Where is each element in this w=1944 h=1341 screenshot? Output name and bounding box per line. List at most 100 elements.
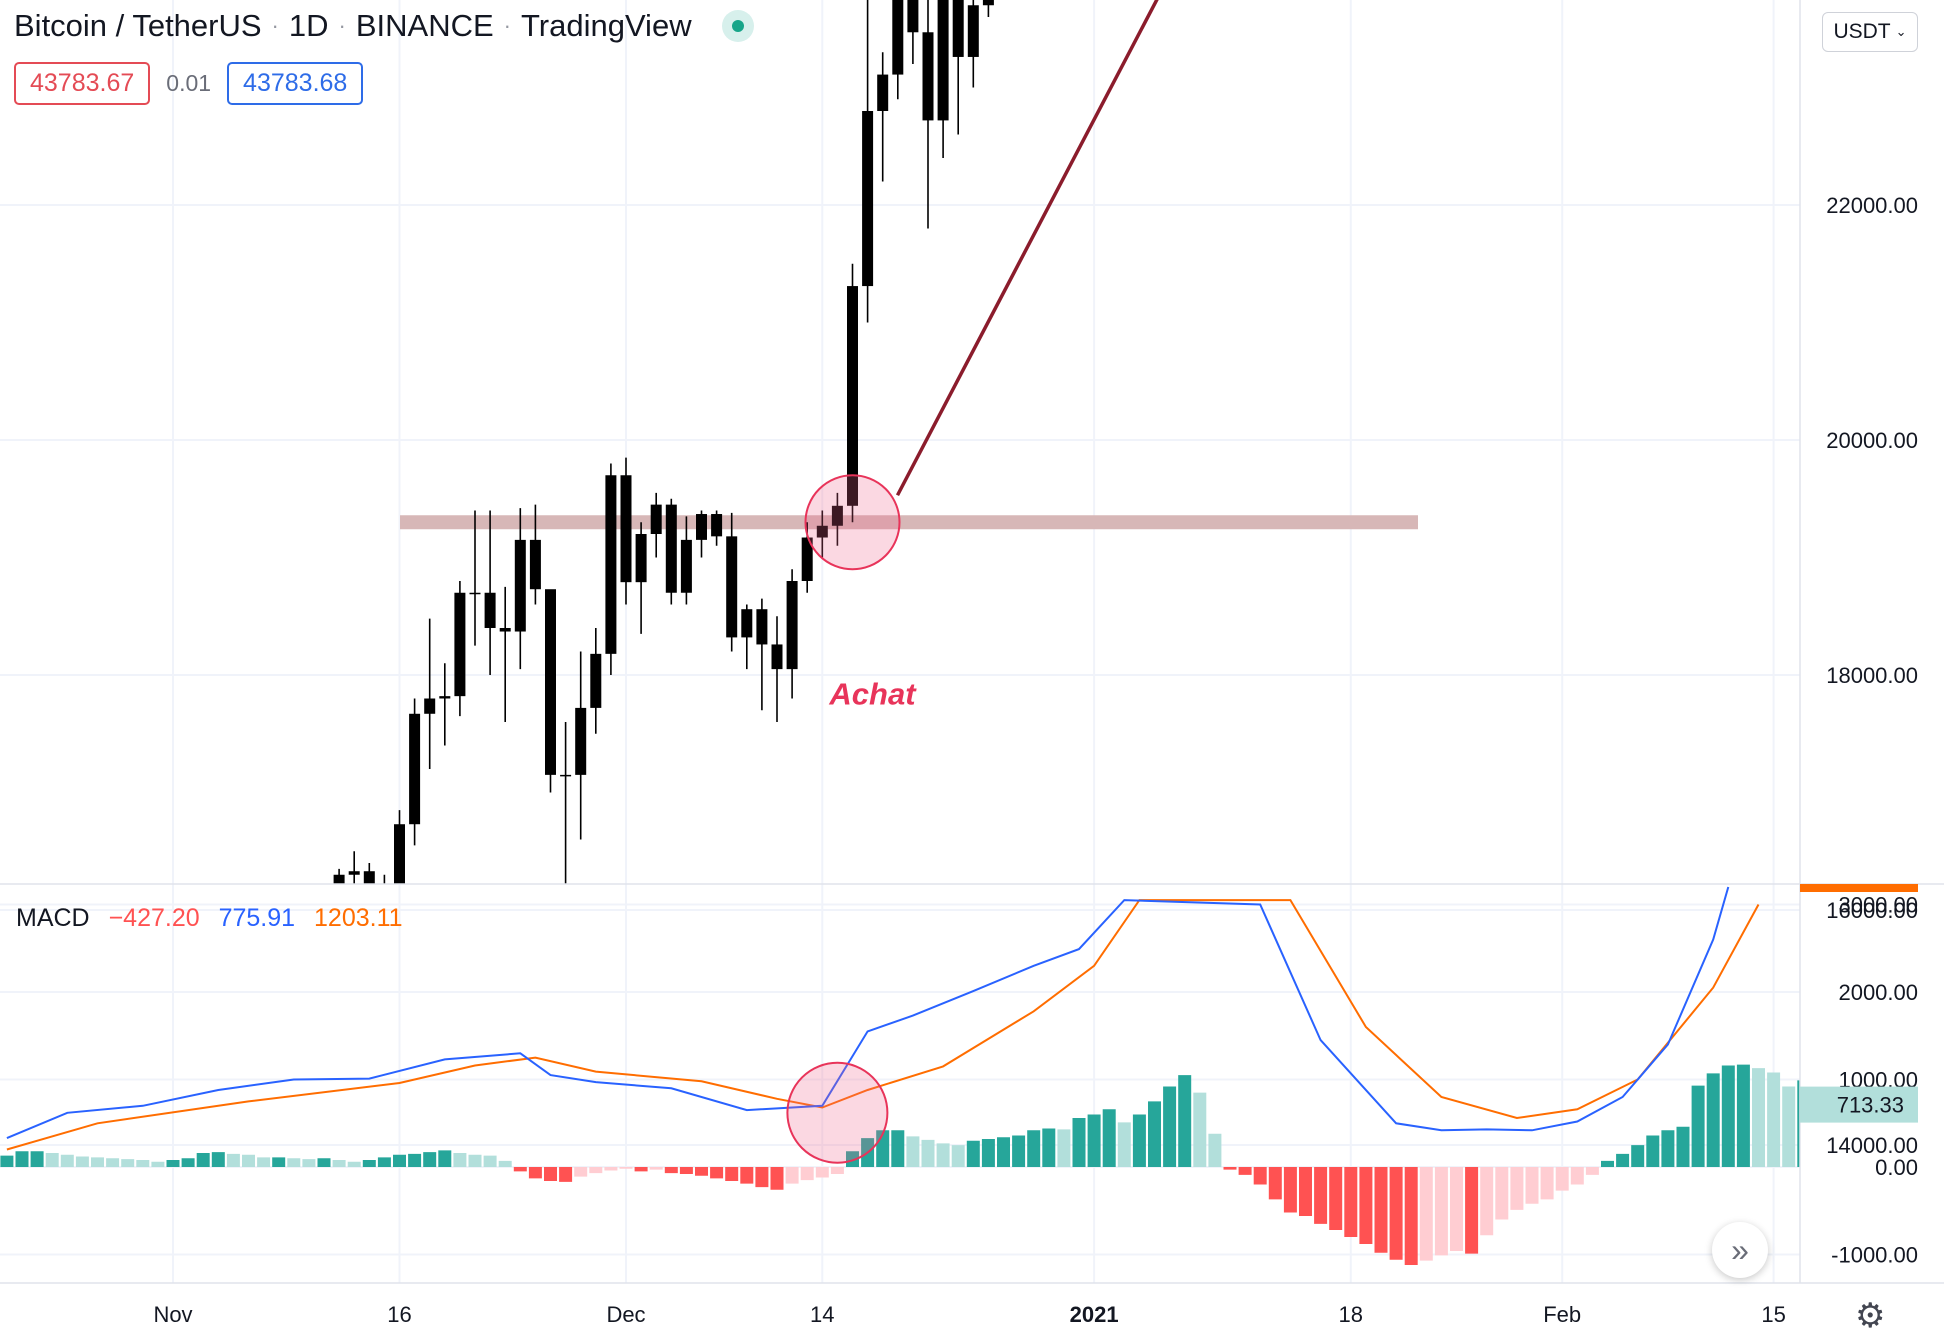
histogram-bar: [15, 1151, 29, 1167]
histogram-bar: [1646, 1135, 1660, 1167]
candlestick-series: [92, 0, 994, 1254]
currency-dropdown[interactable]: USDT ⌄: [1822, 12, 1918, 52]
price-tick-label: 20000.00: [1826, 428, 1918, 453]
histogram-bar: [619, 1167, 633, 1169]
histogram-bar: [1223, 1167, 1237, 1170]
time-tick-label: 16: [387, 1302, 411, 1327]
candle-body: [847, 286, 858, 506]
histogram-bar: [75, 1156, 89, 1167]
histogram-bar: [1525, 1167, 1539, 1204]
candle-body: [288, 971, 299, 989]
histogram-bar: [377, 1157, 391, 1167]
histogram-bar: [710, 1167, 724, 1179]
interval[interactable]: 1D: [288, 8, 329, 43]
histogram-bar: [1102, 1109, 1116, 1167]
buy-price-button[interactable]: 43783.68: [227, 62, 364, 105]
price-tick-label: 22000.00: [1826, 193, 1918, 218]
histogram-bar: [362, 1160, 376, 1167]
histogram-bar: [770, 1167, 784, 1190]
histogram-bar: [121, 1159, 135, 1167]
candle-body: [726, 536, 738, 638]
candle-body: [801, 537, 813, 581]
histogram-bar: [136, 1160, 150, 1167]
symbol-name[interactable]: Bitcoin / TetherUS: [14, 8, 262, 43]
chevron-down-icon: ⌄: [1895, 24, 1907, 39]
histogram-bar: [559, 1167, 573, 1182]
histogram-bar: [1661, 1130, 1675, 1167]
histogram-bar: [1238, 1167, 1252, 1175]
histogram-bar: [1208, 1133, 1222, 1167]
candle-body: [786, 581, 798, 670]
buy-signal-circle: [804, 474, 901, 571]
scroll-to-realtime-button[interactable]: »: [1712, 1222, 1768, 1278]
candle-body: [424, 698, 436, 714]
candle-body: [92, 1186, 103, 1254]
candle-body: [680, 539, 692, 593]
histogram-bar: [1736, 1064, 1750, 1167]
time-tick-label: 18: [1339, 1302, 1363, 1327]
histogram-bar: [468, 1154, 482, 1167]
histogram-bar: [1752, 1068, 1765, 1167]
candle-body: [922, 32, 934, 121]
histogram-bar: [785, 1167, 799, 1184]
histogram-bar: [1706, 1073, 1720, 1167]
support-zone: [400, 515, 1418, 530]
histogram-bar: [634, 1167, 648, 1172]
histogram-bar: [483, 1155, 497, 1167]
candle-body: [967, 5, 979, 57]
histogram-bar: [574, 1167, 588, 1177]
signal-line: [6, 899, 1760, 1151]
histogram-bar: [423, 1152, 437, 1167]
candle-body: [937, 0, 949, 121]
histogram-bar: [166, 1160, 180, 1167]
histogram-bar: [1404, 1167, 1418, 1265]
histogram-bar: [1465, 1167, 1479, 1254]
market-status-icon[interactable]: [721, 10, 754, 42]
symbol-header[interactable]: Bitcoin / TetherUS · 1D · BINANCE · Trad…: [14, 8, 754, 44]
histogram-bar: [695, 1167, 708, 1176]
candle-body: [696, 514, 707, 540]
trend-arrow: [895, 0, 1159, 497]
double-chevron-right-icon: »: [1731, 1231, 1749, 1268]
candle-body: [439, 696, 451, 699]
histogram-bar: [287, 1158, 301, 1167]
time-tick-label: Dec: [606, 1302, 645, 1327]
histogram-bar: [1419, 1167, 1433, 1261]
candle-body: [605, 475, 617, 654]
candle-body: [620, 475, 632, 583]
macd-legend[interactable]: MACD −427.20 775.91 1203.11: [16, 904, 415, 933]
histogram-bar: [1193, 1092, 1207, 1167]
histogram-bar: [1178, 1075, 1192, 1167]
candle-body: [484, 592, 496, 628]
histogram-bar: [1132, 1114, 1146, 1167]
histogram-bar: [936, 1143, 950, 1167]
histogram-bar: [513, 1167, 527, 1172]
annotations: Achat: [786, 0, 1159, 1164]
histogram-bar: [453, 1153, 467, 1167]
histogram-bar: [1389, 1167, 1403, 1260]
histogram-bar: [181, 1158, 195, 1167]
macd-tick-label: -1000.00: [1831, 1243, 1918, 1268]
gear-icon[interactable]: ⚙: [1855, 1297, 1886, 1335]
histogram-bar: [1434, 1167, 1448, 1256]
sell-price-button[interactable]: 43783.67: [14, 62, 151, 105]
histogram-bar: [1540, 1167, 1554, 1200]
histogram-bar: [196, 1153, 210, 1167]
candle-body: [665, 504, 677, 593]
histogram-bar: [347, 1161, 361, 1167]
histogram-bar: [1253, 1167, 1267, 1185]
histogram-bar: [1344, 1167, 1358, 1237]
histogram-bar: [226, 1153, 240, 1167]
candle-body: [877, 74, 889, 111]
candle-body: [454, 592, 466, 697]
histogram-bar: [60, 1154, 74, 1167]
candle-body: [545, 589, 556, 775]
histogram-bar: [1631, 1145, 1645, 1167]
histogram-bar: [589, 1167, 603, 1174]
histogram-bar: [106, 1158, 120, 1167]
candle-body: [107, 1186, 118, 1229]
candle-body: [831, 505, 843, 526]
candle-body: [152, 1169, 163, 1197]
histogram-bar: [1691, 1085, 1705, 1167]
